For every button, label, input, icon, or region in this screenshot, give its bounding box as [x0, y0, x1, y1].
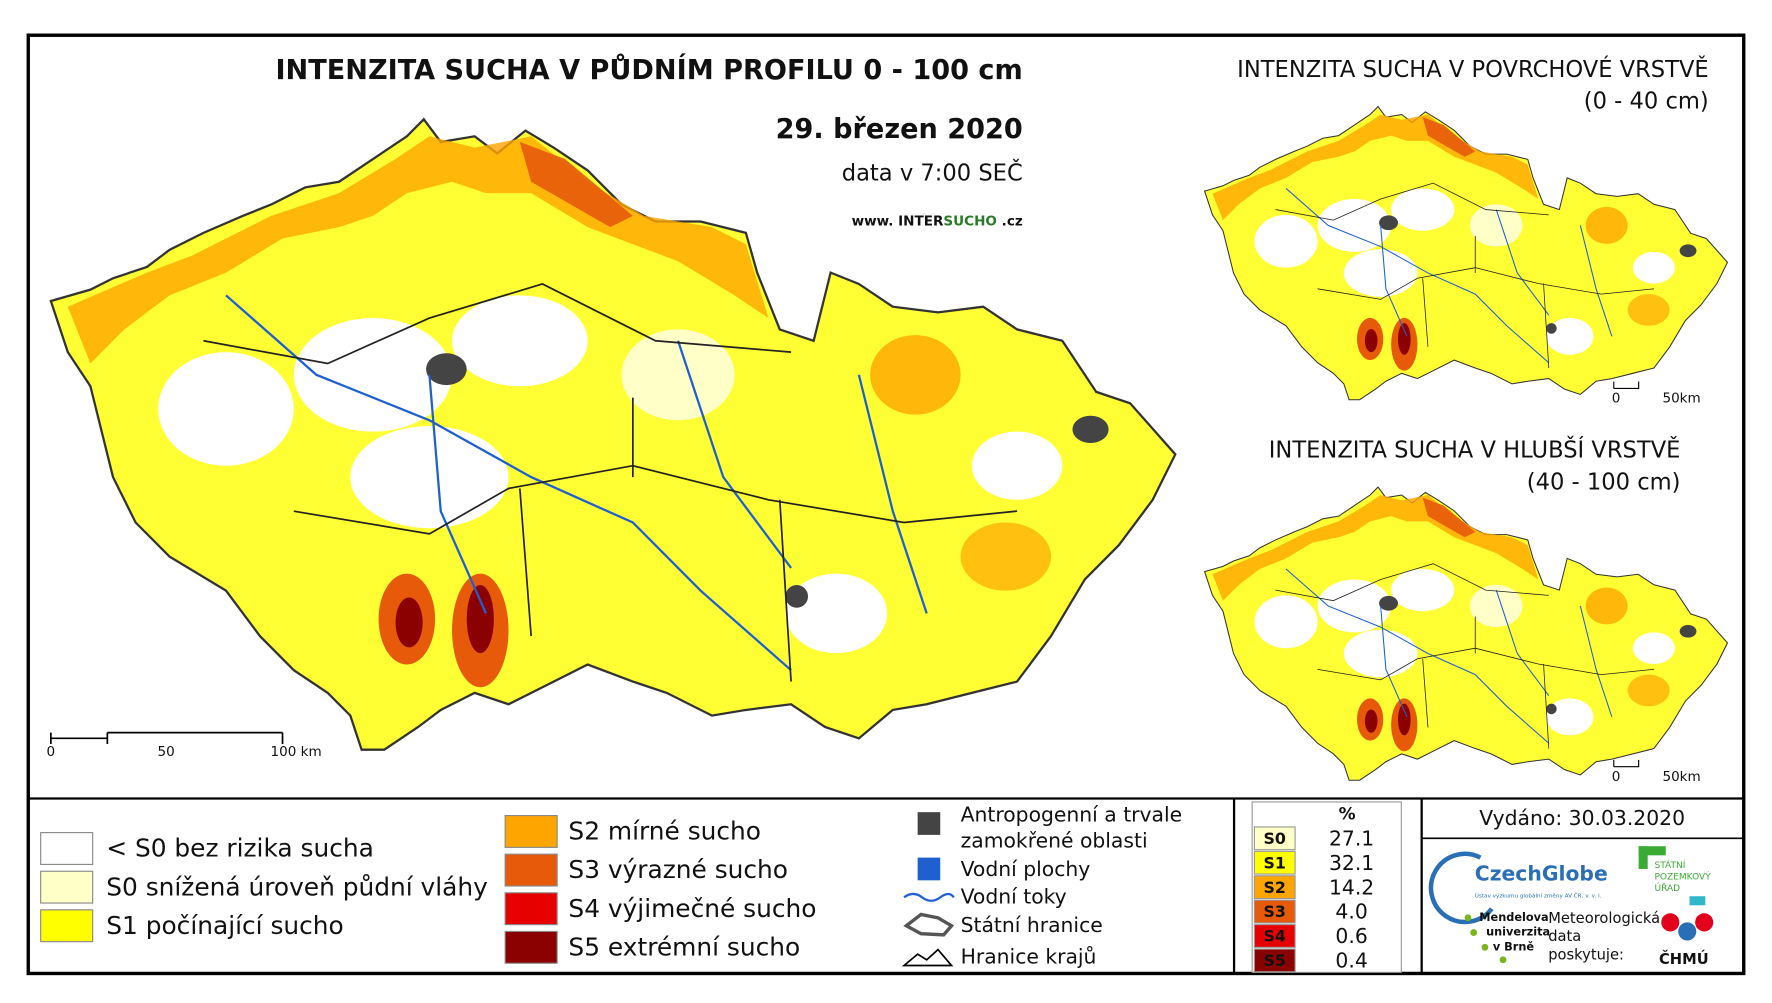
percent: 4.0 — [1335, 900, 1367, 924]
icon — [903, 892, 955, 902]
swatch — [504, 892, 558, 926]
drought-legend: < S0 bez rizika sucha S0 snížená úroveň p… — [40, 815, 816, 964]
swatch — [40, 832, 94, 865]
class-code: S4 — [1264, 927, 1286, 946]
icon — [917, 812, 941, 835]
website-prefix: www. INTER — [852, 213, 944, 229]
scale-label: 0 — [47, 744, 56, 760]
class-cell — [1253, 948, 1296, 973]
percent: 32.1 — [1329, 851, 1374, 875]
class-label: S2 mírné sucho — [568, 817, 761, 846]
class-label: S5 extrémní sucho — [568, 932, 800, 961]
class-cell — [1253, 826, 1296, 851]
swatch — [40, 870, 94, 904]
time: data v 7:00 SEČ — [842, 158, 1023, 186]
scale-label: 100 km — [270, 744, 321, 760]
class-cell — [1253, 850, 1296, 875]
icon — [903, 912, 955, 937]
swatch — [504, 930, 558, 964]
class-code: S3 — [1264, 902, 1286, 921]
feature-label: Vodní plochy — [961, 857, 1091, 881]
class-code: S0 — [1264, 829, 1286, 848]
logos: CzechGlobe Ústav výzkumu globální změny … — [1428, 846, 1714, 968]
scale-label: 0 — [1612, 391, 1621, 407]
scale-bar: 0 50 100 km — [47, 731, 322, 760]
logo-mendelu: Mendelova — [1479, 910, 1548, 924]
percent: 0.4 — [1335, 949, 1367, 973]
table-header: % — [1339, 804, 1356, 824]
feature-label: Státní hranice — [961, 913, 1103, 937]
swatch — [504, 853, 558, 887]
icon — [917, 857, 941, 881]
logo-spu: POZEMKOVÝ — [1654, 870, 1711, 882]
class-label: S3 výrazné sucho — [568, 855, 788, 884]
class-label: S0 snížená úroveň půdní vláhy — [106, 872, 488, 901]
logo-provider: Meteorologická — [1548, 910, 1660, 927]
website: www. INTERSUCHO .cz — [852, 213, 1023, 229]
logo-sub: Ústav výzkumu globální změny AV ČR, v. v… — [1475, 893, 1602, 900]
scale-label: 50 — [158, 744, 175, 760]
feature-legend: Antropogenní a trvale zamokřené oblasti … — [901, 803, 1183, 969]
percent: 0.6 — [1335, 924, 1367, 948]
feature-label: zamokřené oblasti — [961, 829, 1148, 853]
website-highlight: SUCHO — [943, 213, 997, 229]
percent: 14.2 — [1329, 875, 1374, 899]
class-label: < S0 bez rizika sucha — [106, 834, 374, 863]
logo-provider: data — [1548, 928, 1581, 945]
swatch — [504, 815, 558, 848]
date: 29. březen 2020 — [776, 114, 1023, 145]
logo-provider: poskytuje: — [1548, 946, 1624, 963]
logo-mendelu: univerzita — [1486, 925, 1550, 939]
scale-label: 0 — [1612, 769, 1621, 785]
logo-mendelu: v Brně — [1493, 939, 1535, 953]
feature-label: Antropogenní a trvale — [961, 803, 1183, 827]
logo-spu: ÚŘAD — [1654, 882, 1680, 894]
class-code: S1 — [1264, 853, 1286, 872]
icon — [901, 948, 954, 967]
class-cell — [1253, 924, 1296, 948]
feature-label: Vodní toky — [961, 884, 1067, 908]
percent: 27.1 — [1329, 826, 1374, 850]
inset-subtitle: (0 - 40 cm) — [1584, 89, 1709, 115]
class-code: S5 — [1264, 951, 1286, 970]
scale-label: 50km — [1662, 391, 1700, 407]
inset-subtitle: (40 - 100 cm) — [1527, 469, 1681, 495]
logo-spu: STÁTNÍ — [1654, 859, 1685, 871]
swatch — [40, 909, 94, 943]
class-cell — [1253, 875, 1296, 900]
inset-title: INTENZITA SUCHA V POVRCHOVÉ VRSTVĚ — [1237, 55, 1709, 83]
inset-title: INTENZITA SUCHA V HLUBŠÍ VRSTVĚ — [1269, 435, 1681, 463]
issued: Vydáno: 30.03.2020 — [1479, 806, 1685, 830]
class-code: S2 — [1264, 878, 1286, 897]
logo-chmu: ČHMÚ — [1659, 950, 1709, 968]
logo-czechglobe: CzechGlobe — [1475, 862, 1608, 886]
class-label: S1 počínající sucho — [106, 911, 344, 940]
scale-label: 50km — [1662, 769, 1700, 785]
class-cell — [1253, 899, 1296, 924]
website-suffix: .cz — [997, 213, 1023, 229]
class-label: S4 výjimečné sucho — [568, 894, 816, 923]
stats-table: % S0 27.1 S1 32.1 S2 14.2 S3 4.0 S4 0.6 S5 0.4 — [1251, 801, 1402, 973]
title: INTENZITA SUCHA V PŮDNÍM PROFILU 0 - 100… — [275, 53, 1022, 86]
feature-label: Hranice krajů — [961, 945, 1097, 969]
